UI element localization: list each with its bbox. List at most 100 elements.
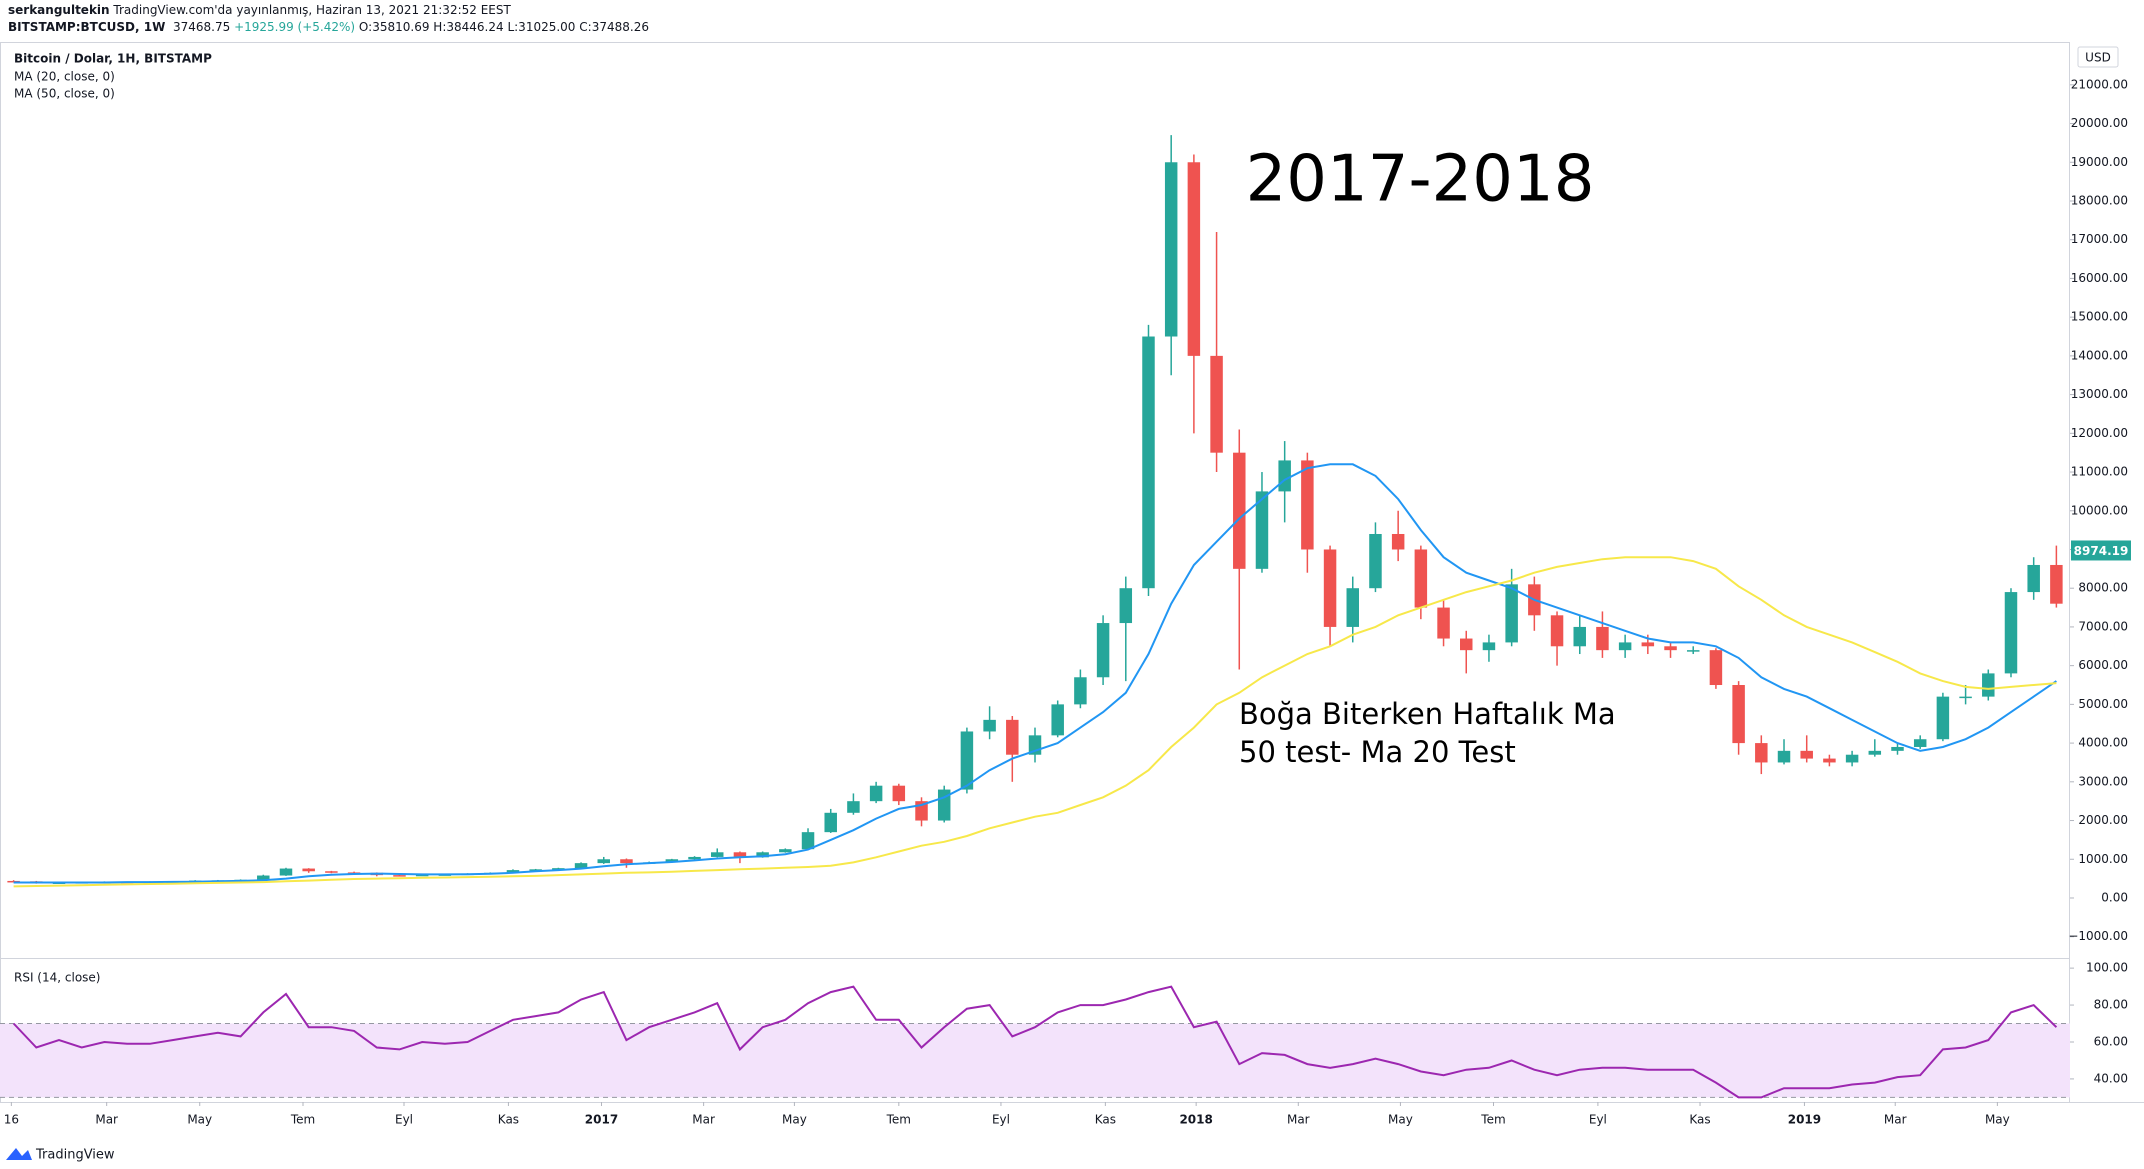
candle-body bbox=[1505, 584, 1518, 643]
y-tick-label: 2000.00 bbox=[2078, 813, 2128, 827]
y-tick-label: 5000.00 bbox=[2078, 697, 2128, 711]
candle-body bbox=[2050, 564, 2063, 604]
candle-body bbox=[506, 870, 520, 873]
candle-body bbox=[1777, 750, 1791, 763]
candle-body bbox=[983, 719, 996, 732]
x-tick-label: Mar bbox=[692, 1113, 715, 1127]
y-tick-label: −1000.00 bbox=[2068, 929, 2128, 943]
x-tick-label: 2019 bbox=[1788, 1113, 1821, 1127]
candle-body bbox=[1800, 750, 1813, 759]
candle-body bbox=[1686, 650, 1700, 652]
candle-body bbox=[1323, 549, 1337, 627]
candle-body bbox=[1550, 615, 1564, 647]
candle-body bbox=[1482, 642, 1496, 651]
x-tick-label: Tem bbox=[1480, 1113, 1505, 1127]
brand: TradingView bbox=[35, 1148, 115, 1163]
x-tick-label: Kas bbox=[498, 1113, 519, 1127]
candle-body bbox=[2027, 564, 2040, 593]
y-tick-label: 18000.00 bbox=[2071, 193, 2128, 207]
line-series bbox=[13, 463, 2057, 884]
y-tick-label: 100.00 bbox=[2086, 961, 2128, 975]
candle-body bbox=[1437, 607, 1450, 639]
y-tick-label: 3000.00 bbox=[2078, 774, 2128, 788]
y-tick-label: 80.00 bbox=[2094, 998, 2128, 1012]
y-tick-label: 19000.00 bbox=[2071, 155, 2128, 169]
x-tick-label: May bbox=[187, 1113, 212, 1127]
candle-body bbox=[688, 856, 701, 860]
candle-body bbox=[552, 868, 565, 870]
ohlc-low: L:31025.00 bbox=[507, 20, 576, 34]
y-tick-label: 40.00 bbox=[2094, 1071, 2128, 1085]
y-tick-label: 1000.00 bbox=[2078, 852, 2128, 866]
candle-body bbox=[847, 801, 860, 813]
candle-body bbox=[1391, 533, 1405, 550]
x-tick-label: May bbox=[782, 1113, 807, 1127]
x-tick-label: Kas bbox=[1689, 1113, 1710, 1127]
candle-body bbox=[620, 859, 633, 864]
candle-body bbox=[1187, 162, 1201, 356]
candle-body bbox=[1641, 642, 1655, 647]
candle-body bbox=[801, 832, 815, 850]
candle-body bbox=[1414, 549, 1428, 608]
line-series bbox=[13, 556, 2057, 888]
x-tick-label: Eyl bbox=[395, 1113, 413, 1127]
candle-body bbox=[279, 868, 293, 876]
candle-body bbox=[1164, 162, 1178, 337]
line-series bbox=[12, 985, 2058, 1099]
candle-body bbox=[1596, 626, 1609, 651]
y-tick-label: 17000.00 bbox=[2071, 232, 2128, 246]
x-tick-label: Eyl bbox=[992, 1113, 1010, 1127]
legend-entry: MA (20, close, 0) bbox=[14, 70, 115, 84]
candle-body bbox=[1096, 623, 1110, 678]
candle-body bbox=[529, 869, 542, 871]
candle-body bbox=[393, 875, 406, 877]
candle-body bbox=[597, 859, 610, 864]
currency-box bbox=[2077, 46, 2119, 68]
rsi-band bbox=[0, 1023, 2070, 1098]
annotation: 50 test- Ma 20 Test bbox=[1239, 735, 1516, 769]
y-tick-label: 13000.00 bbox=[2071, 387, 2128, 401]
y-tick-label: 16000.00 bbox=[2071, 271, 2128, 285]
y-tick-label: 6000.00 bbox=[2078, 658, 2128, 672]
x-tick-label: 2017 bbox=[585, 1113, 618, 1127]
candle-body bbox=[869, 785, 883, 802]
symbol: BITSTAMP:BTCUSD, 1W bbox=[8, 20, 166, 34]
candle-body bbox=[1913, 739, 1927, 747]
x-tick-label: Mar bbox=[95, 1113, 118, 1127]
y-tick-label: 11000.00 bbox=[2071, 465, 2128, 479]
candle-body bbox=[960, 731, 974, 790]
candle-body bbox=[1210, 355, 1223, 453]
candle-body bbox=[1233, 452, 1246, 569]
y-tick-label: 4000.00 bbox=[2078, 736, 2128, 750]
x-tick-label: Mar bbox=[1287, 1113, 1310, 1127]
candle-body bbox=[1006, 719, 1019, 755]
candle-body bbox=[1301, 460, 1314, 550]
candle-body bbox=[756, 852, 769, 858]
candle-body bbox=[892, 785, 906, 802]
candle-body bbox=[1823, 758, 1836, 763]
x-tick-label: May bbox=[1985, 1113, 2010, 1127]
candle-body bbox=[1868, 750, 1882, 755]
candle-body bbox=[1755, 743, 1768, 763]
candle-body bbox=[1936, 696, 1950, 740]
candle-body bbox=[257, 875, 270, 880]
last-price-box bbox=[2071, 540, 2131, 561]
candle-body bbox=[1278, 460, 1291, 492]
candle-body bbox=[1845, 754, 1859, 763]
candle-body bbox=[1142, 336, 1155, 589]
candle-body bbox=[733, 852, 747, 858]
x-tick-label: Tem bbox=[886, 1113, 911, 1127]
candle-body bbox=[1891, 746, 1904, 751]
annotation: Boğa Biterken Haftalık Ma bbox=[1239, 697, 1616, 731]
x-tick-label: Kas bbox=[1095, 1113, 1116, 1127]
candle-body bbox=[1959, 696, 1972, 699]
annotation: 2017-2018 bbox=[1246, 143, 1595, 217]
header-line-1: serkangultekin TradingView.com'da yayınl… bbox=[8, 3, 511, 17]
chart-title: Bitcoin / Dolar, 1H, BITSTAMP bbox=[14, 52, 212, 66]
user: serkangultekin bbox=[8, 3, 110, 17]
candle-body bbox=[2004, 592, 2018, 674]
ohlc-open: O:35810.69 bbox=[358, 20, 430, 34]
candle-body bbox=[1618, 642, 1632, 651]
y-tick-label: 60.00 bbox=[2094, 1034, 2128, 1048]
